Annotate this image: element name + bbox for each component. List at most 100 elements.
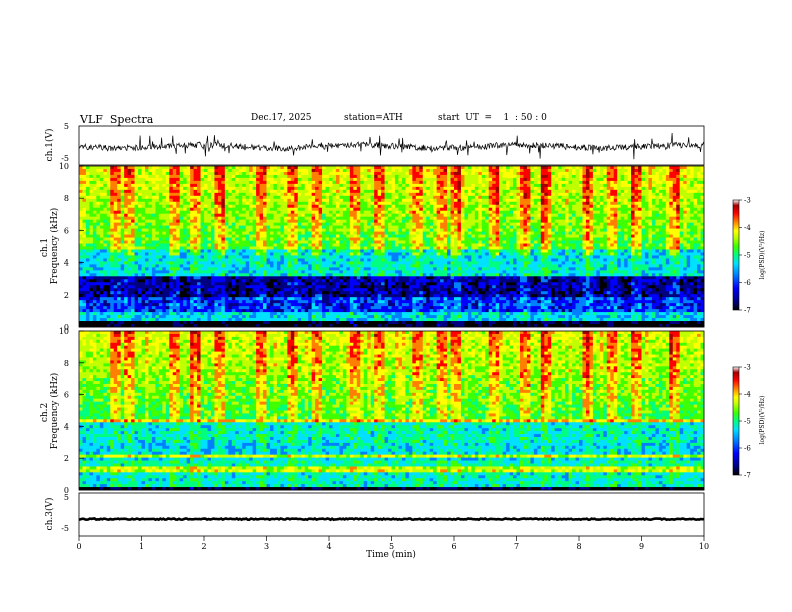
spectrogram-cell [412, 207, 417, 212]
spectrogram-cell [606, 186, 611, 191]
spectrogram-cell [620, 192, 625, 197]
spectrogram-cell [471, 231, 476, 235]
spectrogram-cell [311, 186, 316, 191]
spectrogram-cell [582, 174, 587, 179]
spectrogram-cell [467, 189, 472, 194]
spectrogram-cell [471, 234, 476, 238]
spectrogram-cell [110, 246, 115, 250]
spectrogram-cell [592, 231, 597, 235]
spectrogram-cell [377, 180, 382, 185]
spectrogram-cell [394, 231, 399, 235]
spectrogram-cell [308, 225, 313, 230]
spectrogram-cell [447, 219, 451, 224]
spectrogram-cell [231, 204, 236, 209]
spectrogram-cell [408, 225, 413, 230]
spectrogram-cell [339, 240, 344, 244]
spectrogram-cell [311, 177, 316, 182]
spectrogram-cell [610, 234, 615, 238]
spectrogram-cell [144, 186, 149, 191]
spectrogram-cell [269, 177, 274, 182]
spectrogram-cell [530, 225, 535, 230]
spectrogram-cell [565, 180, 569, 185]
spectrogram-cell [235, 186, 240, 191]
spectrogram-cell [290, 166, 295, 170]
spectrogram-cell [332, 210, 337, 215]
spectrogram-cell [113, 177, 118, 182]
spectrogram-cell [422, 204, 427, 209]
spectrogram-cell [346, 213, 351, 218]
spectrogram-cell [634, 240, 639, 244]
spectrogram-cell [242, 237, 247, 241]
spectrogram-cell [141, 237, 146, 241]
spectrogram-cell [523, 189, 528, 194]
spectrogram-cell [394, 210, 399, 215]
spectrogram-cell [700, 204, 705, 209]
spectrogram-cell [332, 240, 337, 244]
spectrogram-cell [197, 186, 201, 191]
spectrogram-cell [349, 225, 354, 230]
spectrogram-cell [89, 219, 94, 224]
spectrogram-cell [408, 180, 413, 185]
spectrogram-cell [308, 195, 313, 200]
spectrogram-cell [99, 171, 104, 176]
spectrogram-cell [370, 177, 375, 182]
spectrogram-cell [207, 222, 212, 227]
spectrogram-cell [488, 174, 493, 179]
spectrogram-cell [638, 237, 642, 241]
spectrogram-cell [273, 213, 278, 218]
spectrogram-cell [651, 180, 656, 185]
spectrogram-cell [155, 168, 160, 173]
spectrogram-cell [558, 183, 563, 188]
spectrogram-cell [322, 177, 326, 182]
spectrogram-cell [346, 174, 351, 179]
spectrogram-cell [120, 213, 125, 218]
spectrogram-cell [679, 195, 684, 200]
spectrogram-cell [200, 183, 205, 188]
spectrogram-cell [117, 231, 122, 235]
spectrogram-cell [572, 237, 576, 241]
spectrogram-cell [92, 204, 97, 209]
spectrogram-cell [575, 207, 580, 212]
spectrogram-cell [617, 177, 622, 182]
spectrogram-cell [370, 166, 375, 170]
spectrogram-cell [318, 222, 323, 227]
spectrogram-cell [318, 240, 323, 244]
spectrogram-cell [537, 177, 542, 182]
spectrogram-cell [315, 234, 319, 238]
spectrogram-cell [624, 177, 629, 182]
spectrogram-cell [259, 246, 264, 250]
spectrogram-cell [204, 183, 208, 188]
spectrogram-cell [259, 216, 264, 221]
spectrogram-cell [478, 213, 483, 218]
spectrogram-cell [318, 228, 323, 232]
spectrogram-cell [301, 210, 306, 215]
spectrogram-cell [190, 219, 194, 224]
spectrogram-cell [172, 210, 177, 215]
spectrogram-cell [183, 204, 188, 209]
spectrogram-cell [568, 174, 573, 179]
spectrogram-cell [210, 207, 215, 212]
spectrogram-cell [596, 234, 601, 238]
spectrogram-cell [183, 213, 188, 218]
spectrogram-cell [499, 231, 504, 235]
spectrogram-cell [113, 192, 118, 197]
spectrogram-cell [620, 231, 625, 235]
spectrogram-cell [599, 207, 604, 212]
spectrogram-cell [197, 213, 201, 218]
spectrogram-cell [513, 243, 517, 247]
spectrogram-cell [492, 237, 497, 241]
spectrogram-cell [346, 195, 351, 200]
spectrogram-cell [283, 243, 288, 247]
spectrogram-cell [311, 213, 316, 218]
spectrogram-cell [141, 246, 146, 250]
spectrogram-cell [110, 180, 115, 185]
spectrogram-cell [332, 228, 337, 232]
spectrogram-cell [263, 189, 267, 194]
spectrogram-cell [631, 213, 635, 218]
spectrogram-cell [89, 243, 94, 247]
spectrogram-cell [283, 216, 288, 221]
spectrogram-cell [436, 243, 441, 247]
spectrogram-cell [589, 228, 594, 232]
spectrogram-cell [363, 228, 368, 232]
spectrogram-cell [228, 228, 233, 232]
